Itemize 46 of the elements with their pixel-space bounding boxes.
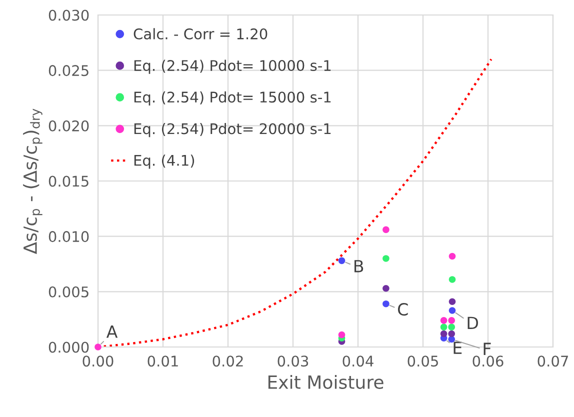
point <box>448 330 455 338</box>
point <box>448 317 455 324</box>
y-tick-label: 0.025 <box>48 65 88 76</box>
point <box>382 226 390 234</box>
point <box>382 284 390 292</box>
annotation: C <box>398 303 408 316</box>
point <box>338 257 346 264</box>
x-axis-title: Exit Moisture <box>268 375 384 389</box>
point <box>338 331 346 338</box>
y-tick-label: 0.000 <box>48 342 89 353</box>
legend-label: Eq. (4.1) <box>134 154 194 169</box>
point <box>440 330 448 338</box>
x-tick-label: 0.06 <box>472 356 504 367</box>
point <box>448 298 456 306</box>
point <box>94 344 102 350</box>
legend-label: Calc. - Corr = 1.20 <box>134 28 268 40</box>
point <box>448 252 456 260</box>
x-tick-label: 0.05 <box>408 356 438 367</box>
point <box>448 276 456 283</box>
annotation: D <box>468 316 478 329</box>
point <box>440 317 448 324</box>
point <box>382 300 390 308</box>
legend-label: Eq. (2.54) Pdot= 15000 s-1 <box>134 91 331 106</box>
point <box>448 324 455 330</box>
x-tick-label: 0.04 <box>342 356 374 367</box>
legend-label: Eq. (2.54) Pdot= 20000 s-1 <box>134 122 331 138</box>
x-tick-label: 0.03 <box>278 356 308 367</box>
y-tick-label: 0.020 <box>48 120 89 132</box>
annotation: A <box>106 326 118 338</box>
annotation: E <box>454 342 462 354</box>
x-tick-label: 0.00 <box>82 356 114 367</box>
annotation: B <box>354 260 364 272</box>
point <box>440 324 448 330</box>
point <box>382 255 390 262</box>
y-axis-title: Δs/c$_{p}$ - (Δs/c$_{p}$)$_{dry}$ <box>23 108 42 254</box>
x-tick-label: 0.07 <box>538 356 568 367</box>
annotation: F <box>484 342 491 355</box>
point <box>448 307 456 314</box>
y-tick-label: 0.030 <box>48 10 89 21</box>
x-tick-label: 0.02 <box>212 356 243 367</box>
legend-label: Eq. (2.54) Pdot= 10000 s-1 <box>134 60 331 74</box>
y-tick-label: 0.005 <box>48 286 88 298</box>
x-tick-label: 0.01 <box>148 356 178 367</box>
y-tick-label: 0.010 <box>48 231 89 242</box>
y-tick-label: 0.015 <box>48 176 88 187</box>
point <box>448 336 455 343</box>
